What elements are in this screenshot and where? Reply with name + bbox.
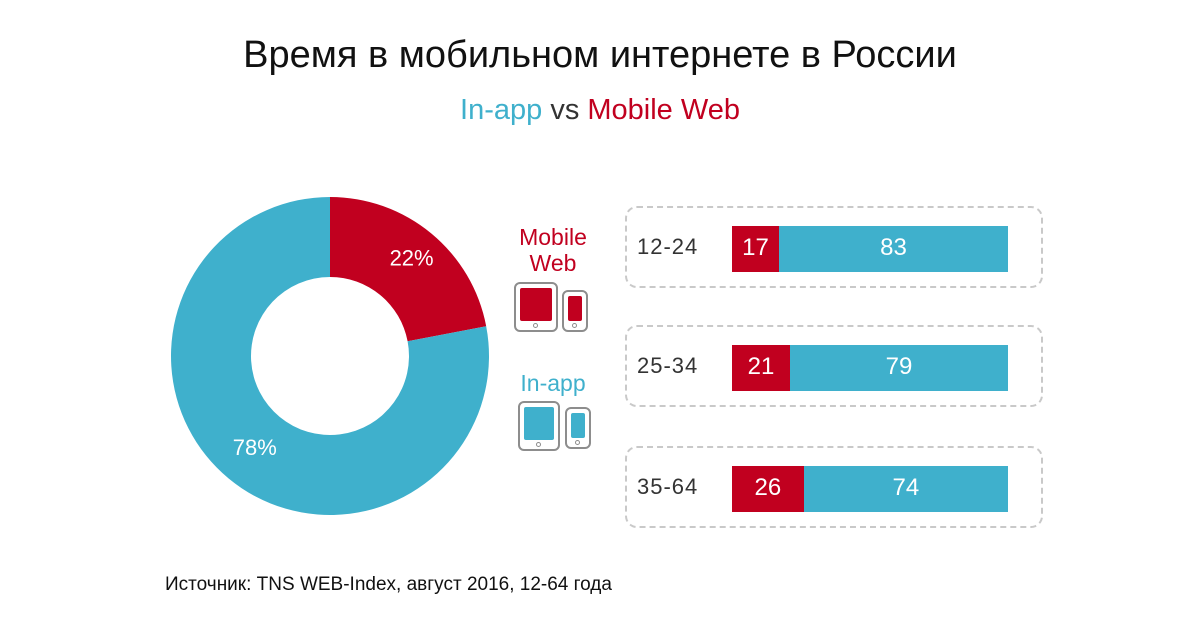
- donut-slice-label: 22%: [390, 245, 434, 270]
- age-group-label: 12-24: [637, 234, 699, 259]
- age-group-panel: 35-64 26 74: [625, 446, 1043, 528]
- chart-subtitle: In-app vs Mobile Web: [0, 94, 1200, 127]
- source-note: Источник: TNS WEB-Index, август 2016, 12…: [165, 574, 612, 595]
- subtitle-inapp: In-app: [460, 94, 543, 126]
- bar-segment-mobile-web: 21: [732, 345, 790, 391]
- bar-segment-mobile-web: 26: [732, 466, 804, 512]
- phone-icon: [565, 407, 591, 449]
- chart-title: Время в мобильном интернете в России: [243, 34, 957, 76]
- subtitle-mobile-web: Mobile Web: [587, 94, 740, 126]
- stacked-bar: 21 79: [732, 345, 1008, 391]
- subtitle-vs: vs: [550, 94, 580, 126]
- tablet-icon: [518, 401, 560, 451]
- bar-segment-inapp: 83: [778, 226, 1008, 272]
- age-group-panel: 12-24 17 83: [625, 206, 1043, 288]
- phone-icon: [562, 290, 588, 332]
- age-group-label: 35-64: [637, 474, 699, 499]
- age-group-panel: 25-34 21 79: [625, 325, 1043, 407]
- donut-chart: 22% 78%: [170, 197, 489, 515]
- stacked-bar: 26 74: [732, 466, 1008, 512]
- legend-inapp-label: In-app: [520, 370, 586, 396]
- legend-mobile-web-label: Mobile Web: [519, 224, 587, 276]
- donut-slice-mobile-web: [330, 197, 487, 342]
- tablet-icon: [514, 282, 558, 332]
- stacked-bar: 17 83: [732, 226, 1008, 272]
- bar-segment-inapp: 79: [789, 345, 1008, 391]
- bar-segment-mobile-web: 17: [732, 226, 779, 272]
- donut-slice-label: 78%: [233, 435, 277, 460]
- donut-slice-inapp: [170, 197, 489, 515]
- age-group-label: 25-34: [637, 353, 699, 378]
- bar-segment-inapp: 74: [803, 466, 1008, 512]
